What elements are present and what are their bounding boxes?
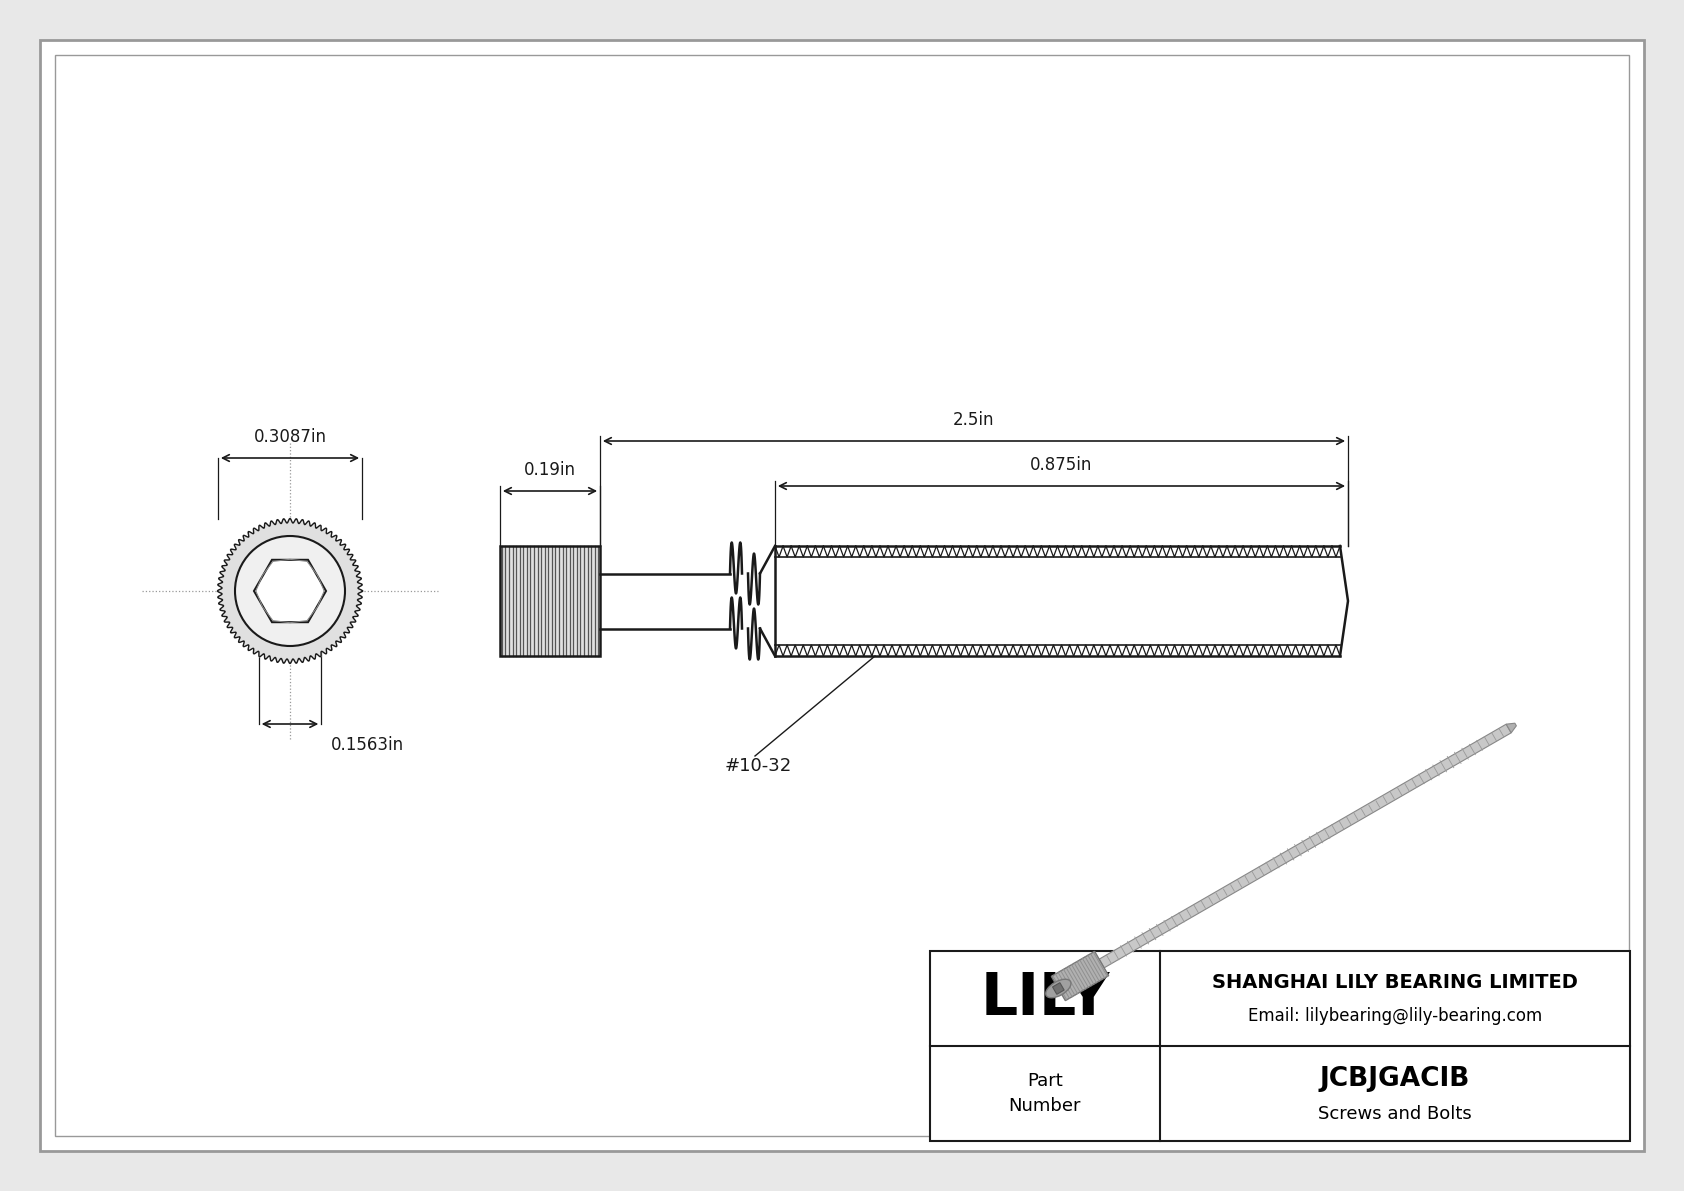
Text: 0.1563in: 0.1563in — [332, 736, 404, 754]
Bar — [500, 545, 600, 656]
Bar — [500, 545, 600, 656]
Ellipse shape — [1046, 979, 1071, 998]
Polygon shape — [1505, 723, 1516, 732]
Bar — [930, 950, 1630, 1141]
Text: #10-32: #10-32 — [726, 757, 791, 775]
Polygon shape — [217, 518, 362, 663]
Text: 0.19in: 0.19in — [524, 461, 576, 479]
Polygon shape — [254, 560, 327, 622]
Text: LILY: LILY — [980, 969, 1110, 1027]
Polygon shape — [1052, 983, 1064, 994]
Text: Part
Number: Part Number — [1009, 1072, 1081, 1115]
Text: Screws and Bolts: Screws and Bolts — [1319, 1105, 1472, 1123]
Text: 0.3087in: 0.3087in — [254, 428, 327, 445]
Text: ®: ® — [1088, 969, 1106, 987]
Text: SHANGHAI LILY BEARING LIMITED: SHANGHAI LILY BEARING LIMITED — [1212, 973, 1578, 992]
Polygon shape — [1100, 724, 1511, 968]
Circle shape — [236, 536, 345, 646]
Text: 0.875in: 0.875in — [1031, 456, 1093, 474]
Text: JCBJGACIB: JCBJGACIB — [1320, 1066, 1470, 1092]
Text: 2.5in: 2.5in — [953, 411, 995, 429]
Polygon shape — [1051, 952, 1108, 1000]
Text: Email: lilybearing@lily-bearing.com: Email: lilybearing@lily-bearing.com — [1248, 1008, 1543, 1025]
